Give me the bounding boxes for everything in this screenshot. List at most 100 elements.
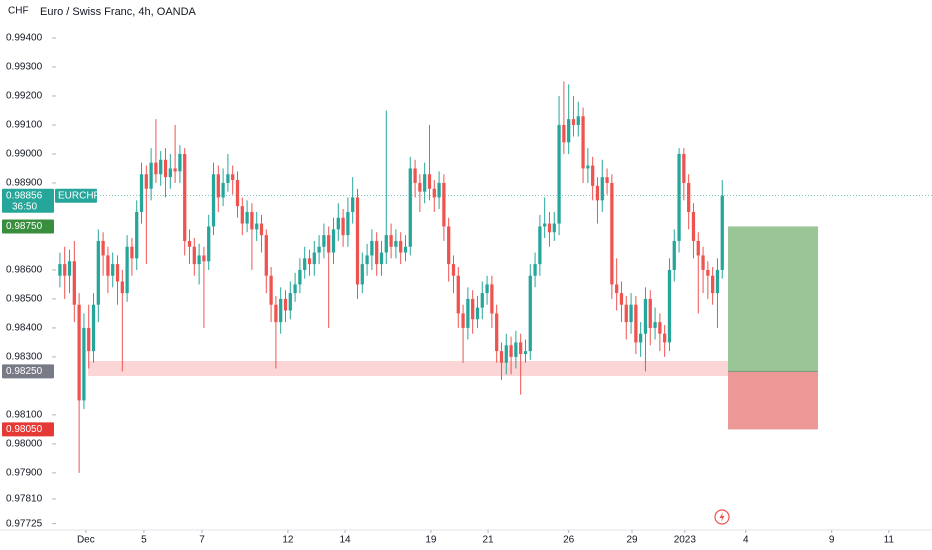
- candle-body: [96, 240, 100, 305]
- y-tick-label: 0.98300: [6, 352, 43, 363]
- candle-body: [595, 185, 600, 201]
- candle-body: [120, 281, 124, 294]
- candle-body: [216, 174, 220, 198]
- candle-body: [711, 275, 715, 294]
- candle-body: [327, 235, 331, 253]
- x-tick-label: 11: [884, 535, 895, 546]
- candle-body: [211, 174, 216, 227]
- y-tick-label: 0.98400: [6, 323, 43, 334]
- candle-body: [543, 223, 547, 227]
- candle-body: [629, 304, 633, 323]
- x-tick-label: 4: [743, 535, 749, 546]
- candle-body: [264, 235, 268, 276]
- candle-body: [163, 159, 168, 178]
- candle-body: [183, 153, 187, 241]
- candle-body: [701, 255, 705, 270]
- y-tick-label: 0.98600: [6, 265, 43, 276]
- candle-body: [658, 322, 662, 334]
- symbol-label: EURCHF: [58, 190, 100, 201]
- last-price-tag: [2, 188, 54, 213]
- candle-body: [528, 275, 532, 352]
- candle-body: [442, 182, 446, 227]
- candle-body: [283, 298, 288, 311]
- alert-icon[interactable]: [714, 509, 730, 525]
- candle-body: [72, 261, 76, 305]
- candle-body: [159, 159, 163, 175]
- countdown-label: 36:50: [12, 201, 37, 212]
- candle-body: [245, 211, 249, 224]
- y-tick-label: 0.97810: [6, 494, 43, 505]
- candle-body: [288, 293, 292, 311]
- candle-body: [130, 246, 134, 259]
- candle-body: [331, 229, 336, 253]
- x-tick-label: 26: [563, 535, 575, 546]
- candle-body: [139, 174, 144, 212]
- candle-body: [399, 240, 403, 253]
- stop-tag-label: 0.98050: [6, 424, 43, 435]
- candle-body: [303, 258, 307, 270]
- x-tick-label: 12: [282, 535, 294, 546]
- candle-body: [101, 240, 105, 256]
- candle-body: [576, 116, 580, 125]
- candle-body: [533, 264, 537, 276]
- candle-body: [87, 327, 91, 352]
- candle-body: [144, 174, 148, 189]
- y-tick-label: 0.97900: [6, 468, 43, 479]
- target-tag: [2, 219, 54, 234]
- candle-body: [567, 119, 571, 143]
- candle-body: [653, 322, 657, 328]
- axis-layer: 0.99400 0.99300 0.99200 0.99100 0.99000 0.989…: [0, 33, 932, 546]
- candle-body: [341, 217, 345, 236]
- candle-body: [322, 235, 326, 247]
- candle-body: [351, 197, 355, 212]
- candle-body: [514, 342, 518, 357]
- candle-body: [720, 195, 724, 270]
- zone-layer: [58, 195, 932, 430]
- candle-body: [82, 327, 86, 401]
- candle-body: [490, 284, 494, 314]
- candle-body: [648, 298, 652, 328]
- x-tick-label: 2023: [674, 535, 697, 546]
- candle-body: [523, 351, 528, 355]
- candle-body: [91, 304, 96, 352]
- candle-body: [485, 284, 489, 294]
- candle-body: [111, 264, 115, 276]
- candle-body: [634, 304, 638, 343]
- x-tick-label: Dec: [77, 535, 95, 546]
- x-tick-label: 29: [626, 535, 638, 546]
- alert-icon-bolt[interactable]: [719, 512, 725, 522]
- stop-tag: [2, 422, 54, 437]
- candle-body: [370, 240, 374, 256]
- candle-body: [451, 264, 456, 276]
- support-zone: [88, 360, 728, 377]
- y-tick-label: 0.99300: [6, 62, 43, 73]
- loss-box: [728, 371, 818, 430]
- candle-body: [269, 275, 273, 305]
- profit-box: [728, 226, 818, 372]
- candle-body: [235, 180, 240, 207]
- candle-body: [379, 252, 384, 265]
- candle-body: [226, 174, 230, 183]
- candle-body: [557, 124, 561, 224]
- candle-body: [154, 162, 158, 175]
- candle-body: [298, 269, 302, 285]
- candle-body: [591, 165, 595, 186]
- x-tick-label: 5: [141, 535, 147, 546]
- candle-body: [643, 298, 648, 334]
- candle-body: [403, 246, 408, 253]
- candle-body: [480, 293, 484, 308]
- candle-body: [581, 116, 585, 169]
- candle-body: [519, 342, 523, 355]
- candle-body: [475, 307, 480, 320]
- candle-body: [499, 351, 504, 363]
- candle-body: [413, 168, 417, 183]
- candle-body: [600, 177, 604, 201]
- entry-tag: [2, 364, 54, 379]
- x-tick-label: 21: [482, 535, 494, 546]
- candle-body: [466, 298, 470, 328]
- candle-body: [135, 211, 139, 259]
- target-tag-label: 0.98750: [6, 221, 43, 232]
- y-tick-label: 0.97725: [6, 518, 43, 529]
- candle-body: [178, 153, 182, 172]
- candle-body: [259, 223, 264, 236]
